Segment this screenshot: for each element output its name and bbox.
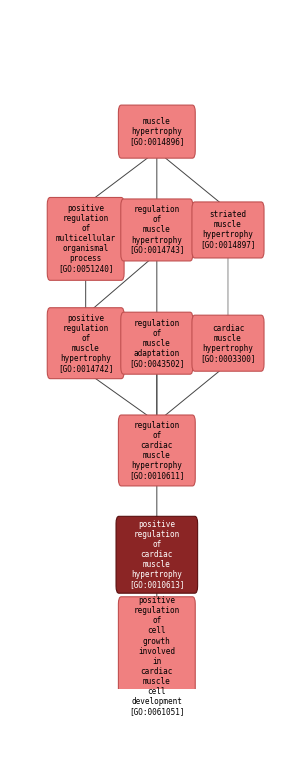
FancyBboxPatch shape bbox=[118, 105, 195, 158]
FancyBboxPatch shape bbox=[192, 315, 264, 372]
Text: regulation
of
muscle
hypertrophy
[GO:0014743]: regulation of muscle hypertrophy [GO:001… bbox=[129, 205, 185, 255]
Text: regulation
of
cardiac
muscle
hypertrophy
[GO:0010611]: regulation of cardiac muscle hypertrophy… bbox=[129, 421, 185, 480]
Text: striated
muscle
hypertrophy
[GO:0014897]: striated muscle hypertrophy [GO:0014897] bbox=[200, 211, 256, 249]
Text: positive
regulation
of
cell
growth
involved
in
cardiac
muscle
cell
development
[: positive regulation of cell growth invol… bbox=[129, 596, 185, 716]
Text: positive
regulation
of
cardiac
muscle
hypertrophy
[GO:0010613]: positive regulation of cardiac muscle hy… bbox=[129, 520, 185, 590]
FancyBboxPatch shape bbox=[192, 202, 264, 258]
FancyBboxPatch shape bbox=[116, 516, 198, 593]
Text: positive
regulation
of
multicellular
organismal
process
[GO:0051240]: positive regulation of multicellular org… bbox=[56, 204, 116, 273]
FancyBboxPatch shape bbox=[121, 312, 193, 374]
FancyBboxPatch shape bbox=[118, 597, 195, 715]
Text: cardiac
muscle
hypertrophy
[GO:0003300]: cardiac muscle hypertrophy [GO:0003300] bbox=[200, 324, 256, 363]
Text: regulation
of
muscle
adaptation
[GO:0043502]: regulation of muscle adaptation [GO:0043… bbox=[129, 319, 185, 368]
Text: positive
regulation
of
muscle
hypertrophy
[GO:0014742]: positive regulation of muscle hypertroph… bbox=[58, 313, 114, 373]
FancyBboxPatch shape bbox=[47, 308, 124, 378]
FancyBboxPatch shape bbox=[121, 199, 193, 261]
FancyBboxPatch shape bbox=[47, 197, 124, 280]
FancyBboxPatch shape bbox=[118, 415, 195, 486]
Text: muscle
hypertrophy
[GO:0014896]: muscle hypertrophy [GO:0014896] bbox=[129, 117, 185, 146]
